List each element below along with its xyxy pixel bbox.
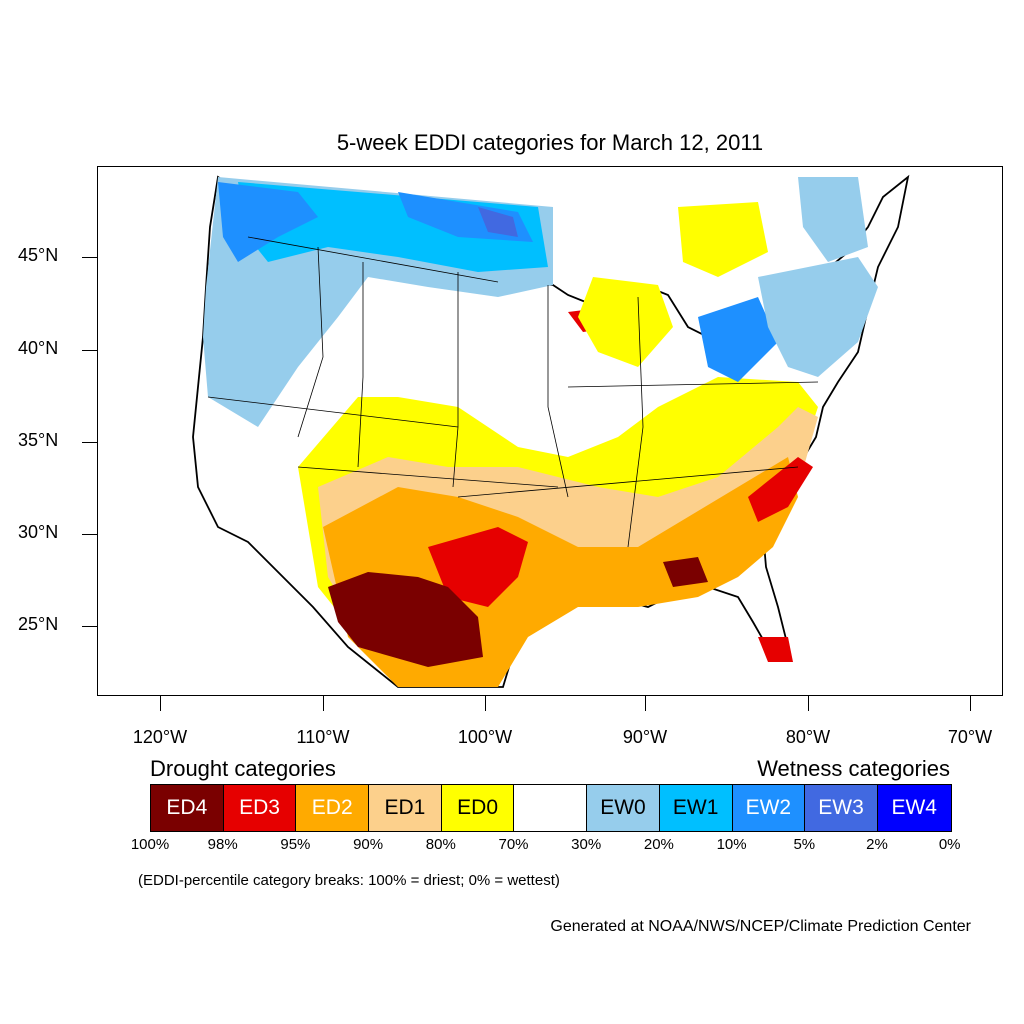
lon-tick-80 [808,696,809,711]
legend-cell-ed0: ED0 [441,785,515,831]
lat-label-40: 40°N [18,338,59,358]
lon-tick-100 [485,696,486,711]
percent-break: 20% [643,836,674,853]
lat-tick-30 [82,534,97,535]
ed3-carolinas [748,457,813,522]
lon-label-100: 100°W [457,727,513,747]
legend-cell-ed1: ED1 [369,785,442,831]
category-note: (EDDI-percentile category breaks: 100% =… [138,872,560,889]
lat-tick-35 [82,442,97,443]
legend-cell-ew2: EW2 [732,785,806,831]
lat-tick-25 [82,626,97,627]
lon-label-90: 90°W [622,727,668,747]
legend-cell-ew0: EW0 [587,785,660,831]
lon-label-70: 70°W [947,727,993,747]
lon-label-80: 80°W [785,727,831,747]
map-canvas [192,174,910,688]
lat-label-45: 45°N [18,245,59,265]
category-legend: ED4 ED3 ED2 ED1 ED0 EW0 EW1 EW2 EW3 EW4 [150,784,952,832]
ed3-florida [758,637,793,662]
ew2-washington [218,182,318,262]
lat-label-30: 30°N [18,522,59,542]
ew1-ohio-lakes [698,297,778,382]
legend-cell-ed2: ED2 [296,785,370,831]
percent-break: 90% [353,836,384,853]
percent-break: 98% [207,836,238,853]
lon-label-120: 120°W [132,727,188,747]
legend-cell-ew3: EW3 [805,785,878,831]
ed4-mexico-texas [328,572,483,667]
percent-break: 95% [280,836,311,853]
credit-line: Generated at NOAA/NWS/NCEP/Climate Predi… [550,918,971,935]
lon-tick-110 [323,696,324,711]
ed0-ontario [678,202,768,277]
ed3-texas [428,527,528,607]
ed0-great-lakes [578,277,673,367]
lon-tick-120 [160,696,161,711]
lat-label-25: 25°N [18,614,59,634]
legend-cell-ew4: EW4 [877,785,951,831]
lat-label-35: 35°N [18,430,59,450]
lat-tick-45 [82,257,97,258]
legend-cell-ew1: EW1 [659,785,733,831]
lon-tick-70 [970,696,971,711]
lat-tick-40 [82,350,97,351]
percent-break: 80% [425,836,456,853]
lon-label-110: 110°W [296,727,350,747]
ew0-northeast [758,257,878,377]
ew3-montana [478,207,518,237]
eddi-map [97,166,1003,696]
legend-cell-ed3: ED3 [223,785,297,831]
lon-tick-90 [645,696,646,711]
percent-break: 30% [571,836,602,853]
percent-break: 2% [866,836,888,853]
legend-cell-ed4: ED4 [151,785,224,831]
percent-break: 10% [716,836,747,853]
percent-break: 70% [498,836,529,853]
state-boundaries [207,236,819,548]
ed4-alabama [663,557,708,587]
legend-cell-neutral [514,785,588,831]
percent-break: 0% [938,836,961,853]
ew0-quebec [798,177,868,262]
percent-break: 5% [793,836,816,853]
percent-break: 100% [130,836,170,853]
map-title: 5-week EDDI categories for March 12, 201… [336,130,764,155]
wetness-heading: Wetness categories [757,756,950,781]
drought-heading: Drought categories [150,756,336,781]
